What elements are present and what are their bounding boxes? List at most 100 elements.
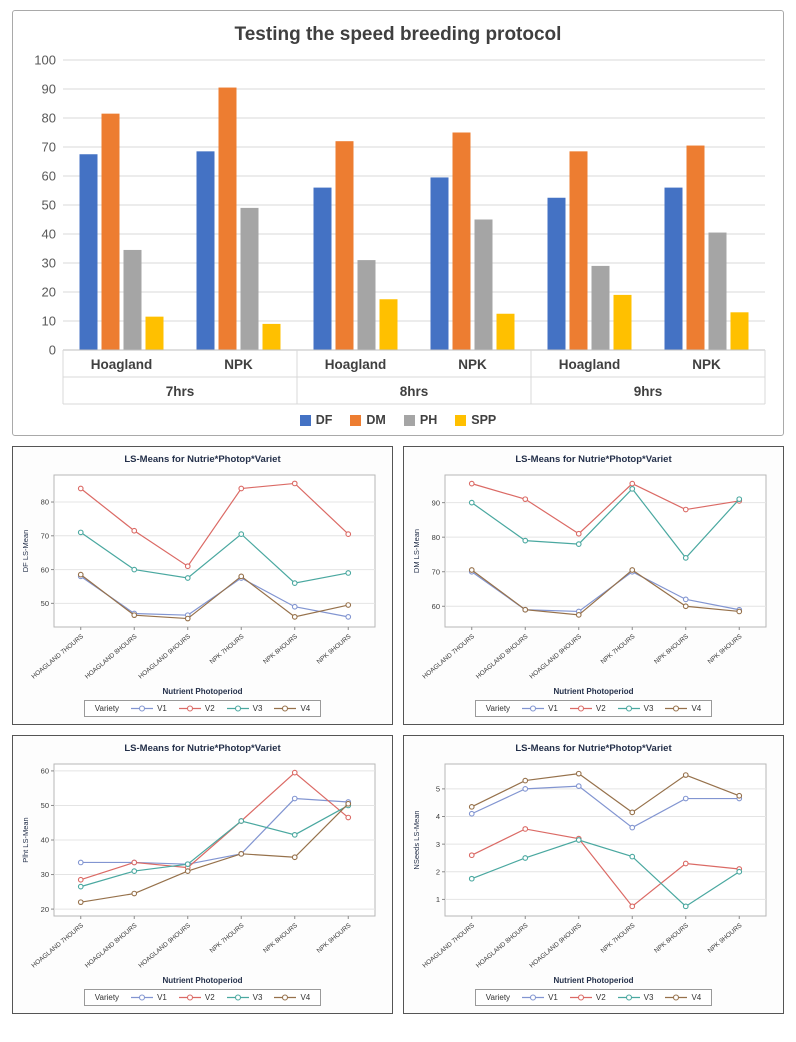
nutrient-label: NPK	[224, 357, 253, 372]
x-axis-label: Nutrient Photoperiod	[553, 687, 634, 696]
line-chart-legend: Variety V1 V2 V3 V4	[407, 700, 780, 717]
y-tick-label: 5	[436, 785, 440, 794]
y-tick-label: 80	[42, 111, 56, 126]
x-tick-label: NPK 8HOURS	[262, 922, 299, 955]
marker-V1	[468, 810, 475, 817]
series-line-V3	[80, 531, 349, 584]
legend-glyph	[226, 994, 249, 1001]
legend-label: V2	[595, 993, 606, 1002]
legend-glyph	[569, 994, 592, 1001]
plot-area	[53, 474, 376, 628]
marker-V3	[575, 541, 582, 547]
marker-V3	[77, 883, 84, 890]
marker-V2	[77, 485, 84, 492]
series-line-V4	[80, 803, 349, 903]
y-tick-label: 60	[42, 169, 56, 184]
legend-glyph	[665, 994, 688, 1001]
legend-item-V4: V4	[664, 704, 701, 713]
bar-DM	[101, 113, 120, 351]
nutrient-label: Hoagland	[559, 357, 621, 372]
bar-PH	[240, 207, 259, 350]
legend-title: Variety	[485, 993, 511, 1002]
x-tick-label: NPK 9HOURS	[707, 922, 744, 955]
marker-V4	[629, 567, 636, 573]
legend-item-V2: V2	[569, 993, 606, 1002]
y-tick-label: 20	[42, 285, 56, 300]
legend-label: PH	[419, 413, 438, 427]
x-tick-label: HOAGLAND 8HOURS	[475, 922, 530, 970]
series-line-V2	[80, 482, 349, 568]
x-tick-label: NPK 8HOURS	[653, 922, 690, 955]
legend-label: SPP	[471, 413, 497, 427]
legend-box: Variety V1 V2 V3 V4	[474, 700, 713, 717]
y-tick-label: 60	[41, 767, 49, 776]
y-axis-label: DM LS-Mean	[412, 529, 421, 573]
marker-V4	[77, 899, 84, 906]
bar-SPP	[379, 299, 398, 350]
y-tick-label: 20	[41, 905, 49, 914]
photoperiod-label: 9hrs	[634, 384, 663, 399]
bar-chart-legend: DF DM PH SPP	[23, 410, 773, 427]
marker-V4	[238, 573, 245, 580]
marker-V2	[575, 530, 582, 537]
bar-chart-title: Testing the speed breeding protocol	[234, 24, 562, 45]
marker-V1	[345, 614, 352, 620]
legend-item-V2: V2	[569, 704, 606, 713]
y-axis-label: DF LS-Mean	[21, 530, 30, 573]
series-line-V2	[80, 771, 349, 881]
marker-V3	[629, 485, 636, 492]
y-tick-label: 3	[436, 840, 440, 849]
y-tick-label: 0	[49, 343, 56, 358]
x-tick-label: HOAGLAND 9HOURS	[528, 633, 583, 681]
marker-V4	[629, 809, 636, 816]
legend-swatch	[299, 414, 311, 426]
legend-label: V1	[157, 993, 167, 1002]
x-tick-label: HOAGLAND 9HOURS	[137, 922, 192, 970]
marker-V3	[291, 580, 298, 586]
legend-swatch	[455, 414, 467, 426]
nutrient-label: NPK	[458, 357, 487, 372]
marker-V4	[291, 854, 298, 861]
legend-label: V4	[691, 993, 702, 1002]
legend-item-SPP: SPP	[455, 413, 496, 427]
bar-PH	[474, 219, 493, 350]
marker-V1	[291, 603, 298, 610]
marker-V1	[291, 795, 298, 802]
legend-title: Variety	[485, 704, 511, 713]
photoperiod-label: 7hrs	[166, 384, 195, 399]
x-tick-label: NPK 7HOURS	[209, 922, 246, 955]
legend-label: V4	[691, 704, 702, 713]
line-chart-panel-df: LS-Means for Nutrie*Photop*Variet 50 60 70…	[12, 446, 393, 725]
y-tick-label: 90	[432, 498, 440, 507]
marker-V3	[468, 499, 475, 506]
marker-V4	[77, 571, 84, 578]
marker-V3	[682, 903, 689, 910]
legend-item-V4: V4	[664, 993, 701, 1002]
marker-V4	[345, 602, 352, 608]
y-tick-label: 1	[436, 895, 440, 904]
y-axis-label: Plht LS-Mean	[21, 817, 30, 862]
marker-V3	[468, 875, 475, 882]
bar-DF	[79, 154, 98, 350]
marker-V2	[629, 480, 636, 487]
legend-label: V4	[300, 993, 311, 1002]
legend-item-V3: V3	[226, 704, 262, 713]
legend-item-V1: V1	[130, 993, 167, 1002]
marker-V4	[184, 615, 191, 622]
legend-swatch	[350, 414, 362, 426]
marker-V4	[682, 772, 689, 778]
marker-V2	[629, 903, 636, 910]
marker-V2	[682, 860, 689, 867]
x-axis-label: Nutrient Photoperiod	[162, 687, 243, 696]
legend-label: DM	[366, 413, 386, 427]
marker-V2	[131, 527, 138, 534]
marker-V3	[291, 831, 298, 838]
marker-V2	[468, 852, 475, 859]
marker-V2	[345, 531, 352, 537]
legend-swatch	[403, 414, 415, 426]
bar-DM	[686, 145, 705, 350]
legend-label: V1	[548, 993, 558, 1002]
